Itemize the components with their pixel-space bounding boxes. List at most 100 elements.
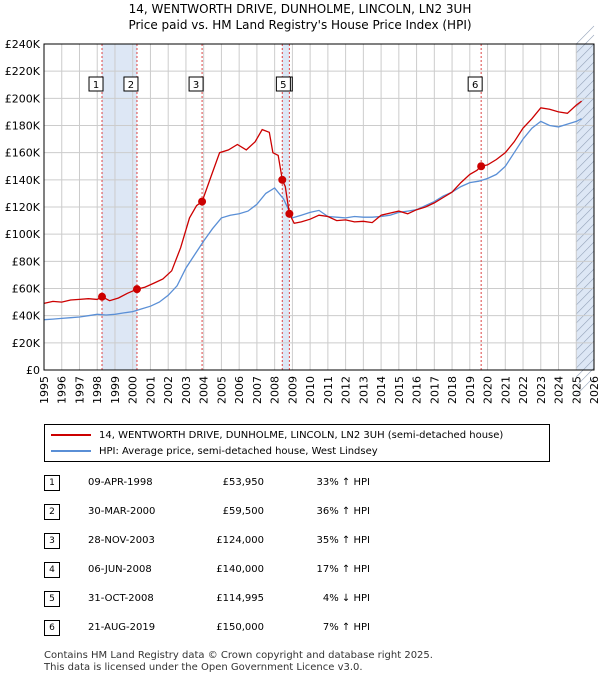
hatch-line — [576, 106, 595, 126]
sale-hpi-diff: 35% ↑ HPI — [316, 535, 370, 546]
hatch-line — [576, 43, 595, 63]
x-tick-label: 2022 — [517, 376, 530, 404]
sale-marker-label: 4 — [44, 562, 60, 578]
y-tick-label: £200K — [5, 92, 41, 105]
hatch-line — [576, 277, 595, 297]
y-tick-label: £240K — [5, 38, 41, 51]
legend-entry-property: 14, WENTWORTH DRIVE, DUNHOLME, LINCOLN, … — [51, 428, 503, 444]
hatch-line — [576, 295, 595, 315]
sale-date: 31-OCT-2008 — [88, 593, 154, 604]
sale-hpi-diff: 33% ↑ HPI — [316, 477, 370, 488]
y-tick-label: £160K — [5, 147, 41, 160]
table-row: 3 28-NOV-2003 £124,000 35% ↑ HPI — [44, 532, 404, 550]
table-row: 4 06-JUN-2008 £140,000 17% ↑ HPI — [44, 561, 404, 579]
price-chart: £0 £20K £40K £60K £80K £100K £120K £140K £160K £1… — [5, 25, 600, 404]
x-tick-label: 2001 — [144, 376, 157, 404]
x-tick-label: 2005 — [215, 376, 228, 404]
legend-entry-hpi: HPI: Average price, semi-detached house,… — [51, 444, 378, 460]
hatch-line — [576, 124, 595, 144]
hatch-line — [576, 52, 595, 72]
x-tick-label: 1997 — [73, 376, 86, 404]
sale-price: £140,000 — [216, 564, 264, 575]
x-tick-label: 1999 — [109, 376, 122, 404]
hatch-line — [576, 322, 595, 342]
x-tick-label: 2019 — [464, 376, 477, 404]
sale-point — [132, 285, 141, 294]
hatch-line — [576, 205, 595, 225]
y-tick-label: £180K — [5, 120, 41, 133]
x-tick-label: 2006 — [233, 376, 246, 404]
table-row: 6 21-AUG-2019 £150,000 7% ↑ HPI — [44, 619, 404, 637]
x-tick-label: 2007 — [251, 376, 264, 404]
sale-number-label: 6 — [472, 80, 478, 91]
hatch-line — [576, 214, 595, 234]
sale-price: £53,950 — [222, 477, 264, 488]
x-tick-label: 2024 — [553, 376, 566, 404]
x-tick-label: 2025 — [570, 376, 583, 404]
sale-price: £59,500 — [222, 506, 264, 517]
footer-copyright: Contains HM Land Registry data © Crown c… — [44, 650, 433, 661]
sale-point — [477, 162, 486, 171]
chart-legend: 14, WENTWORTH DRIVE, DUNHOLME, LINCOLN, … — [44, 424, 550, 462]
sale-point — [98, 292, 107, 301]
x-tick-label: 2017 — [428, 376, 441, 404]
sale-price: £114,995 — [216, 593, 264, 604]
hatch-line — [576, 133, 595, 153]
sale-price: £150,000 — [216, 622, 264, 633]
hatch-line — [576, 250, 595, 270]
sale-point — [278, 175, 287, 184]
hatch-line — [576, 79, 595, 99]
hatch-line — [576, 97, 595, 117]
sale-point — [285, 209, 294, 218]
x-tick-label: 2008 — [269, 376, 282, 404]
x-tick-label: 1995 — [38, 376, 51, 404]
hatch-line — [576, 340, 595, 360]
sale-number-box — [467, 76, 483, 92]
sale-date: 09-APR-1998 — [88, 477, 153, 488]
hatch-line — [576, 286, 595, 306]
hatch-line — [576, 376, 595, 396]
sale-date: 30-MAR-2000 — [88, 506, 156, 517]
sale-marker-label: 5 — [44, 591, 60, 607]
x-tick-label: 2013 — [357, 376, 370, 404]
sale-point — [198, 197, 207, 206]
hatch-line — [576, 232, 595, 252]
hatch-line — [576, 169, 595, 189]
y-tick-label: £0 — [26, 364, 40, 377]
x-tick-label: 2014 — [375, 376, 388, 404]
sale-date: 06-JUN-2008 — [88, 564, 152, 575]
legend-swatch-property — [51, 434, 91, 436]
hatch-line — [576, 331, 595, 351]
sale-date: 28-NOV-2003 — [88, 535, 155, 546]
table-row: 2 30-MAR-2000 £59,500 36% ↑ HPI — [44, 503, 404, 521]
sale-price: £124,000 — [216, 535, 264, 546]
hatch-line — [576, 160, 595, 180]
sale-number-box — [88, 76, 104, 92]
hatch-line — [576, 349, 595, 369]
sale-hpi-diff: 4% ↓ HPI — [322, 593, 370, 604]
sale-marker-label: 1 — [44, 475, 60, 491]
y-tick-label: £20K — [12, 337, 41, 350]
sale-hpi-diff: 7% ↑ HPI — [322, 622, 370, 633]
x-tick-label: 1998 — [91, 376, 104, 404]
x-tick-label: 2021 — [499, 376, 512, 404]
legend-swatch-hpi — [51, 450, 91, 452]
plot-frame — [43, 43, 595, 371]
hatch-line — [576, 259, 595, 279]
y-tick-label: £120K — [5, 201, 41, 214]
hatch-line — [576, 268, 595, 288]
x-tick-label: 2010 — [304, 376, 317, 404]
sale-hpi-diff: 17% ↑ HPI — [316, 564, 370, 575]
sale-number-label: 3 — [193, 80, 199, 91]
hatch-line — [576, 358, 595, 378]
hatch-line — [576, 187, 595, 207]
footer-licence: This data is licensed under the Open Gov… — [44, 662, 363, 673]
x-tick-label: 2018 — [446, 376, 459, 404]
x-tick-label: 2011 — [322, 376, 335, 404]
sale-marker-label: 6 — [44, 620, 60, 636]
sale-date: 21-AUG-2019 — [88, 622, 156, 633]
x-tick-label: 2023 — [535, 376, 548, 404]
x-tick-label: 2002 — [162, 376, 175, 404]
x-tick-label: 2004 — [198, 376, 211, 404]
sale-hpi-diff: 36% ↑ HPI — [316, 506, 370, 517]
